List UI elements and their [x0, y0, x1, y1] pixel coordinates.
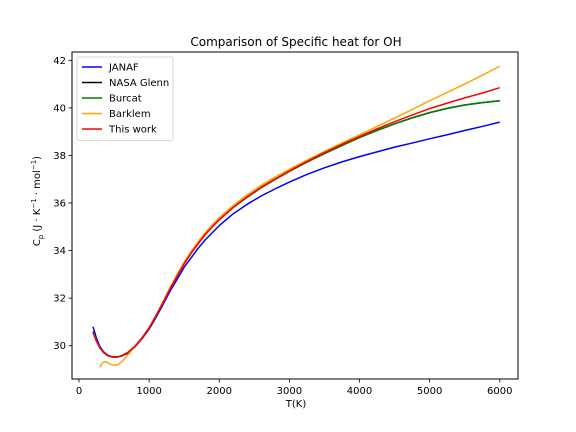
legend-label: JANAF	[108, 63, 139, 74]
series-line-barklem	[99, 65, 501, 368]
series-layer	[92, 65, 501, 368]
x-tick-label: 2000	[207, 386, 232, 397]
y-label-sup2: −1	[30, 160, 38, 170]
x-axis-ticks: 0 1000 2000 3000 4000 5000 6000	[76, 379, 512, 397]
x-tick-label: 3000	[277, 386, 302, 397]
x-tick-label: 6000	[487, 386, 512, 397]
legend-label: This work	[108, 125, 157, 136]
y-label-unit: (J · K	[32, 208, 43, 231]
y-label-main: C	[32, 239, 43, 246]
y-tick-label: 38	[53, 151, 66, 162]
y-tick-label: 36	[53, 199, 66, 210]
legend-box	[76, 56, 174, 141]
chart-title: Comparison of Specific heat for OH	[190, 35, 401, 49]
x-tick-label: 4000	[347, 386, 372, 397]
legend-label: Burcat	[109, 94, 142, 105]
y-tick-label: 42	[53, 56, 66, 67]
y-tick-label: 32	[53, 294, 66, 305]
x-axis-label: T(K)	[285, 399, 307, 410]
x-tick-label: 5000	[417, 386, 442, 397]
y-tick-label: 34	[53, 246, 66, 257]
y-tick-label: 40	[53, 103, 66, 114]
y-label-end: )	[32, 156, 43, 160]
series-line-this-work	[92, 86, 500, 358]
y-axis-label: Cp(J · K−1 · mol−1)	[30, 156, 45, 246]
y-label-sub: p	[37, 234, 45, 239]
x-tick-label: 0	[76, 386, 82, 397]
y-label-mid: · mol	[32, 170, 43, 198]
legend-label: Barklem	[109, 109, 151, 120]
legend-label: NASA Glenn	[109, 78, 169, 89]
y-tick-label: 30	[53, 341, 66, 352]
y-axis-ticks: 30 32 34 36 38 40 42	[53, 56, 72, 352]
plot-frame	[71, 51, 519, 380]
legend: JANAF NASA Glenn Burcat Barklem This work	[76, 56, 174, 141]
y-label-sup1: −1	[30, 198, 38, 208]
x-tick-label: 1000	[136, 386, 161, 397]
